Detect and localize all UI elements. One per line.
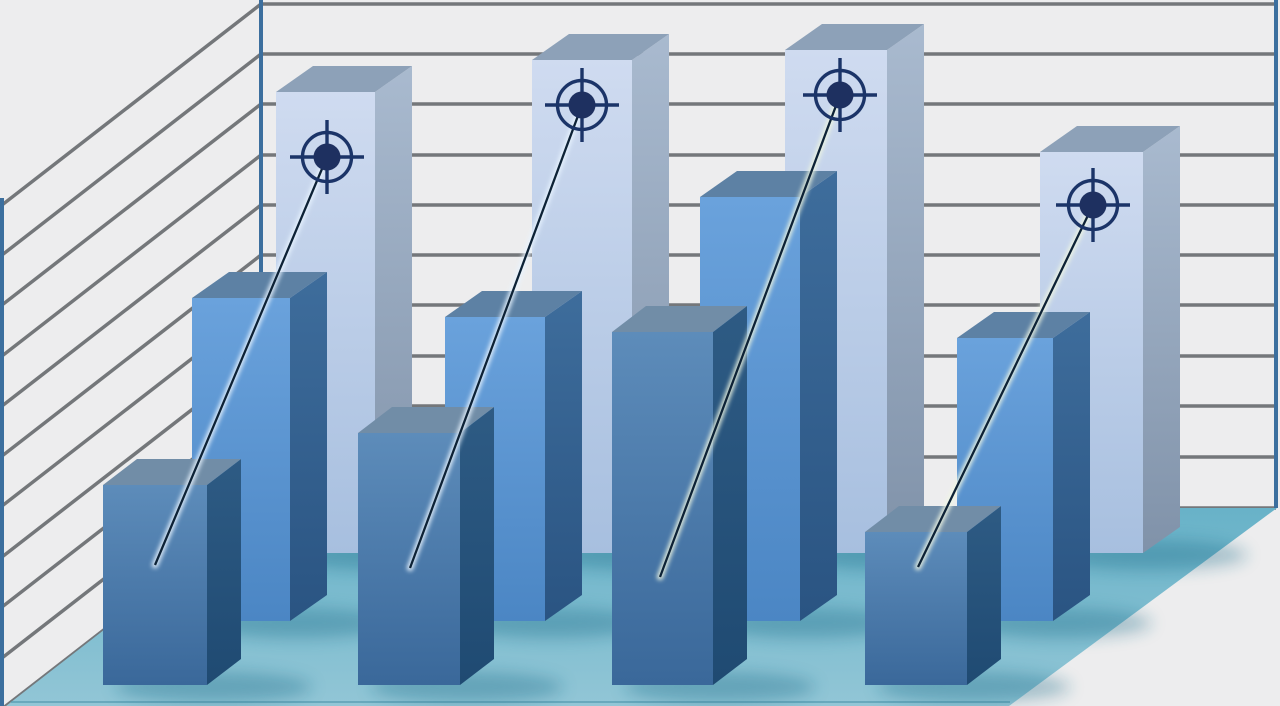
left-wall-gridline [0, 2, 263, 208]
bar-top-face [957, 312, 1090, 338]
bar-group4-front [865, 506, 1001, 685]
crosshair-outer-ring [1066, 178, 1120, 232]
bar-side-face [713, 306, 747, 685]
bar-top-face [532, 34, 669, 60]
left-wall-gridline [0, 52, 263, 258]
crosshair-center-dot [826, 81, 854, 109]
connector-line-core [153, 156, 329, 566]
bar-top-face [445, 291, 582, 317]
bar-front-face [865, 532, 967, 685]
target-crosshair-icon [545, 68, 619, 142]
bar-side-face [545, 291, 582, 621]
bar-side-face [207, 459, 241, 685]
connector-line [914, 201, 1097, 571]
bar-top-face [865, 506, 1001, 532]
bar-side-face [967, 506, 1001, 685]
bar-side-face [800, 171, 837, 621]
crosshair-outer-ring [555, 78, 609, 132]
left-wall-gridline [0, 203, 263, 409]
bar-top-face [785, 24, 924, 50]
target-crosshair-icon [290, 120, 364, 194]
connector-line-core [408, 104, 584, 569]
target-crosshair-icon [1056, 168, 1130, 242]
left-wall-gridline [0, 153, 263, 359]
bar-side-face [290, 272, 327, 621]
connector-line-core [658, 94, 842, 578]
connector-line [406, 101, 586, 572]
bar-top-face [1040, 126, 1180, 152]
crosshair-outer-ring [813, 68, 867, 122]
bar-top-face [192, 272, 327, 298]
crosshair-outer-ring [300, 130, 354, 184]
target-crosshair-icon [803, 58, 877, 132]
crosshair-center-dot [568, 91, 596, 119]
bar-front-face [612, 332, 713, 685]
crosshair-center-dot [1079, 191, 1107, 219]
bar-top-face [103, 459, 241, 485]
left-wall-gridline [0, 102, 263, 308]
bar-side-face [460, 407, 494, 685]
crosshair-center-dot [313, 143, 341, 171]
bar-side-face [887, 24, 924, 553]
bar-side-face [1143, 126, 1180, 553]
bar-group1-front [103, 459, 241, 685]
bar-front-face [103, 485, 207, 685]
bar-group3-front [612, 306, 747, 685]
bar-top-face [612, 306, 747, 332]
bar-side-face [1053, 312, 1090, 621]
connector-line [151, 153, 331, 569]
connector-line [656, 91, 844, 581]
bar-top-face [276, 66, 412, 92]
connector-line-core [916, 204, 1095, 568]
bar-group2-front [358, 407, 494, 685]
